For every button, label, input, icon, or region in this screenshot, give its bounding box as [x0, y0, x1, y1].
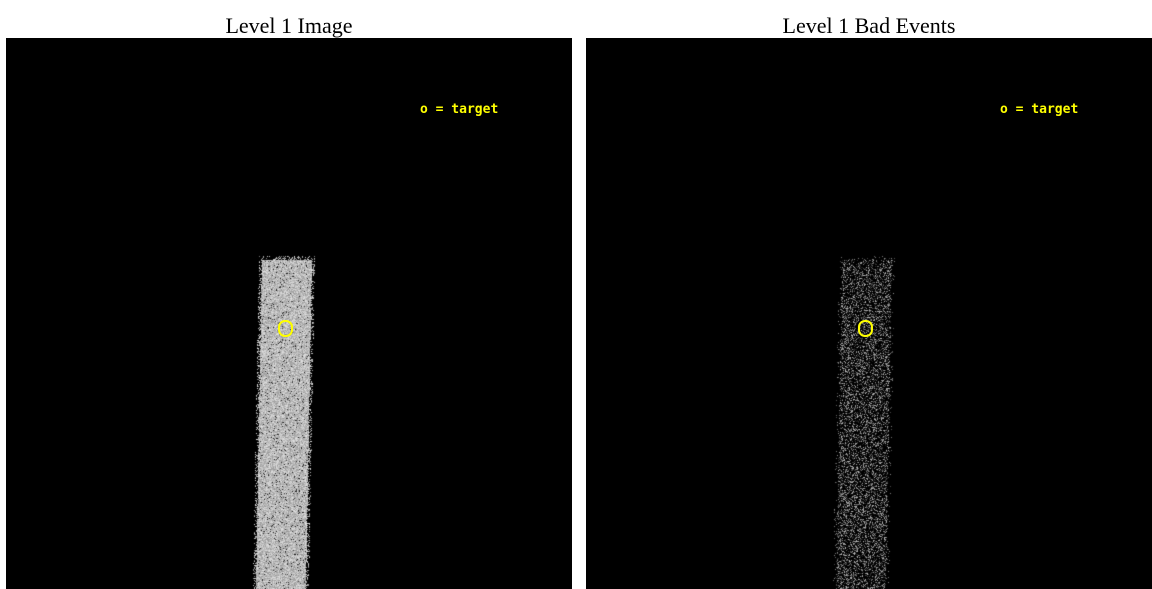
target-legend: o = target [1000, 102, 1079, 117]
panel-title-bad-events: Level 1 Bad Events [782, 13, 956, 38]
target-marker [858, 320, 873, 337]
panel-title-image: Level 1 Image [225, 13, 353, 38]
bad-events-panel: o = target [586, 38, 1152, 589]
stripe-image [6, 38, 572, 589]
image-panel: o = target [6, 38, 572, 589]
stripe-image [586, 38, 1152, 589]
target-legend: o = target [420, 102, 499, 117]
target-marker [278, 320, 293, 337]
